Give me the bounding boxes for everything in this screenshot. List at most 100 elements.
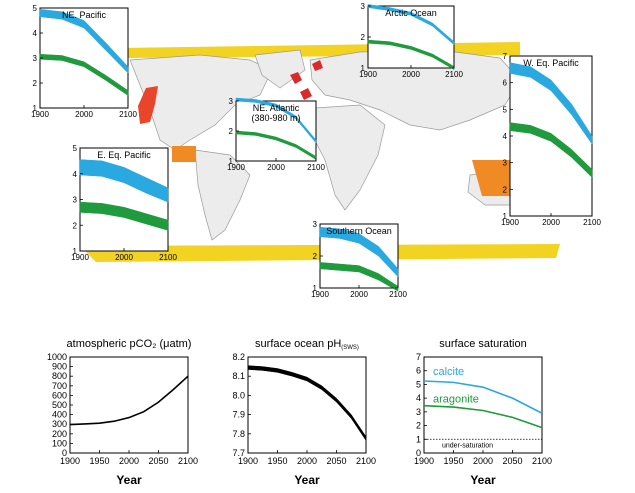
saturation-xlabel: Year: [470, 473, 496, 487]
ne-pacific-calcite-band: [39, 8, 129, 74]
arctic-sea-patches: [290, 60, 323, 100]
w-eq-pacific-ytick-label: 4: [503, 132, 508, 141]
w-eq-pacific-ytick-label: 6: [503, 79, 508, 88]
saturation-ytick-label: 7: [416, 352, 421, 362]
w-eq-pacific-ytick-label: 2: [503, 185, 508, 194]
w-eq-pacific-chart: 1 2 3 4 5 6 7 1900 2000 2100 W. Eq. Pacific: [501, 52, 601, 227]
saturation-ytick-label: 0: [416, 448, 421, 458]
saturation-xtick-label: 2000: [473, 456, 493, 466]
saturation-ytick-label: 6: [416, 366, 421, 376]
pco2-xlabel: Year: [116, 473, 142, 487]
pco2-ytick-label: 500: [52, 400, 67, 410]
e-eq-pacific-xtick-label: 1900: [71, 253, 89, 262]
ph-plot-frame: [247, 356, 367, 454]
e-eq-pacific-ytick-label: 2: [73, 221, 78, 230]
saturation-xtick-label: 2050: [502, 456, 522, 466]
w-eq-pacific-ytick-label: 5: [503, 105, 508, 114]
arctic-ocean-xtick-label: 1900: [359, 70, 377, 79]
pco2-ytick-label: 800: [52, 371, 67, 381]
ne-pacific-chart: 1 2 3 4 5 1900 2000 2100 NE. Pacific: [31, 4, 137, 119]
southern-ocean-xtick-label: 1900: [311, 290, 329, 299]
ne-pacific-ytick-label: 5: [33, 4, 38, 13]
pco2-ytick-label: 0: [62, 448, 67, 458]
pco2-pco2-line: [69, 375, 189, 426]
pco2-plot-frame: [69, 356, 189, 454]
ne-pacific-ytick-label: 3: [33, 54, 38, 63]
pco2-title: atmospheric pCO₂ (μatm): [67, 338, 192, 350]
arctic-ocean-ytick-label: 1: [361, 64, 366, 73]
pco2-xtick-label: 2100: [178, 456, 198, 466]
southern-ocean-chart: 1 2 3 1900 2000 2100 Southern Ocean: [311, 220, 407, 299]
arctic-ocean-xtick-label: 2100: [445, 70, 463, 79]
ne-pacific-title: NE. Pacific: [62, 10, 107, 20]
ne-atlantic-xtick-label: 2000: [267, 163, 285, 172]
arctic-ocean-ytick-label: 3: [361, 2, 366, 11]
ne-pacific-xtick-label: 2000: [75, 110, 93, 119]
saturation-calcite-label: calcite: [433, 366, 464, 378]
ne-pacific-ytick-label: 4: [33, 29, 38, 38]
ph-chart: 7.7 7.8 7.9 8.0 8.1 8.2 1900 1950 2000 2050 2100 su…: [232, 338, 376, 487]
southern-ocean-ytick-label: 3: [313, 220, 318, 229]
pco2-ytick-label: 900: [52, 362, 67, 372]
ne-pacific-xtick-label: 1900: [31, 110, 49, 119]
e-eq-pacific-ytick-label: 5: [73, 144, 78, 153]
ph-xtick-label: 2050: [326, 456, 346, 466]
pco2-ytick-label: 200: [52, 429, 67, 439]
arctic-ocean-xtick-label: 2000: [402, 70, 420, 79]
ph-xtick-label: 1950: [267, 456, 287, 466]
southern-ocean-aragonite-band: [319, 262, 399, 292]
e-eq-pacific-xtick-label: 2100: [159, 253, 177, 262]
saturation-ytick-label: 1: [416, 434, 421, 444]
w-eq-pacific-xtick-label: 2100: [583, 218, 601, 227]
arctic-ocean-plot-frame: [367, 5, 455, 69]
e-eq-pacific-xtick-label: 2000: [115, 253, 133, 262]
ph-ytick-label: 7.9: [232, 410, 245, 420]
saturation-xtick-label: 1950: [443, 456, 463, 466]
pco2-ytick-label: 100: [52, 438, 67, 448]
e-eq-pacific-aragonite-band: [79, 201, 169, 231]
e-eq-pacific-ytick-label: 1: [73, 247, 78, 256]
arctic-ocean-ytick-label: 2: [361, 33, 366, 42]
ne-atlantic-ytick-label: 2: [229, 127, 234, 136]
ne-atlantic-subtitle: (380-980 m): [251, 113, 300, 123]
saturation-title: surface saturation: [439, 338, 526, 350]
arctic-ocean-calcite-band: [367, 4, 455, 46]
ne-atlantic-xtick-label: 2100: [307, 163, 325, 172]
ne-atlantic-calcite-band: [235, 97, 317, 144]
saturation-ytick-label: 5: [416, 379, 421, 389]
w-eq-pacific-ytick-label: 7: [503, 52, 508, 61]
arctic-ocean-aragonite-band: [367, 39, 455, 70]
southern-ocean-xtick-label: 2100: [389, 290, 407, 299]
ph-title-subscript: (SWS): [341, 345, 359, 351]
ne-atlantic-title: NE. Atlantic: [253, 103, 300, 113]
w-eq-pacific-xtick-label: 2000: [542, 218, 560, 227]
ph-ytick-label: 7.8: [232, 429, 245, 439]
ph-title: surface ocean pH(SWS): [255, 338, 359, 351]
ne-atlantic-xtick-label: 1900: [227, 163, 245, 172]
e-eq-pacific-ytick-label: 4: [73, 170, 78, 179]
pco2-ytick-label: 400: [52, 410, 67, 420]
pco2-xtick-label: 1950: [89, 456, 109, 466]
saturation-chart: 0 1 2 3 4 5 6 7 1900 1950 2000 2050 2100 surface satu…: [414, 338, 552, 487]
ne-pacific-coastal-patch: [138, 86, 158, 124]
ne-pacific-xtick-label: 2100: [119, 110, 137, 119]
ne-atlantic-chart: 1 2 3 1900 2000 2100 NE. Atlantic(380-980 m): [227, 97, 325, 172]
saturation-aragonite-label: aragonite: [433, 393, 479, 405]
arctic-ocean-title: Arctic Ocean: [385, 8, 437, 18]
ph-xtick-label: 1900: [238, 456, 258, 466]
w-eq-pacific-title: W. Eq. Pacific: [523, 58, 579, 68]
e-eq-pacific-ytick-label: 3: [73, 196, 78, 205]
ph-xtick-label: 2000: [297, 456, 317, 466]
saturation-xtick-label: 1900: [414, 456, 434, 466]
w-eq-pacific-xtick-label: 1900: [501, 218, 519, 227]
w-eq-pacific-calcite-band: [509, 62, 593, 145]
ne-pacific-ytick-label: 1: [33, 104, 38, 113]
ne-pacific-ytick-label: 2: [33, 79, 38, 88]
pco2-xtick-label: 2000: [119, 456, 139, 466]
pco2-ytick-label: 300: [52, 419, 67, 429]
ne-pacific-aragonite-band: [39, 53, 129, 96]
ph-ytick-label: 8.1: [232, 371, 245, 381]
e-eq-pacific-chart: 1 2 3 4 5 1900 2000 2100 E. Eq. Pacific: [71, 144, 177, 262]
